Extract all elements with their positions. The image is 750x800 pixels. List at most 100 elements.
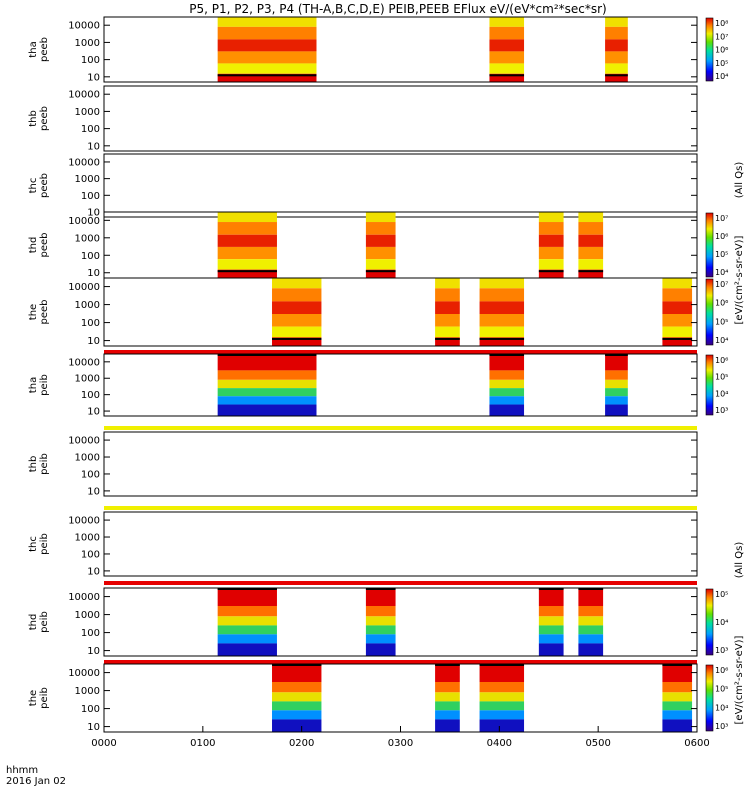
panel-probe-label: thd xyxy=(28,237,39,254)
spectrogram-band xyxy=(365,616,396,626)
spectrogram-band xyxy=(479,710,525,720)
spectrogram-band xyxy=(489,396,525,405)
panel-frame xyxy=(103,85,698,152)
spectrogram-band xyxy=(489,370,525,380)
y-tick-label: 10 xyxy=(87,486,100,497)
panel-thb_peib: 10 100 1000 10000 thb peib xyxy=(28,431,698,510)
spectrogram-band xyxy=(538,588,564,606)
y-tick-label: 100 xyxy=(81,628,100,639)
spectrogram-band xyxy=(272,326,322,338)
spectrogram-band xyxy=(578,634,604,644)
spectrogram-band xyxy=(217,234,277,247)
spectrogram-band xyxy=(605,404,628,416)
spectrogram-band xyxy=(538,625,564,635)
y-tick-label: 10 xyxy=(87,407,100,418)
status-bar xyxy=(104,581,697,585)
spectrogram-band xyxy=(435,719,460,732)
y-tick-label: 1000 xyxy=(75,374,100,385)
spectrogram-band xyxy=(489,63,525,74)
spectrogram-band xyxy=(479,278,525,289)
spectrogram-band xyxy=(578,588,604,606)
panel-instrument-label: peib xyxy=(39,374,50,396)
spectrogram-band xyxy=(435,288,460,302)
colorbar-tick-label: 10⁸ xyxy=(715,19,728,28)
spectrogram-band xyxy=(272,701,322,711)
panel-frame xyxy=(103,431,698,497)
panel-probe-label: thc xyxy=(28,178,39,194)
panel-frame xyxy=(103,211,698,279)
y-tick-label: 100 xyxy=(81,191,100,202)
interval-cap-line xyxy=(479,664,525,666)
spectrogram-interval xyxy=(489,17,525,82)
colorbar-tick-label: 10⁵ xyxy=(715,59,728,68)
spectrogram-band xyxy=(217,26,317,40)
panel-frame xyxy=(103,587,698,657)
spectrogram-band xyxy=(578,222,604,235)
spectrogram-band xyxy=(479,337,525,346)
spectrogram-band xyxy=(217,634,277,644)
y-tick-label: 100 xyxy=(81,469,100,480)
spectrogram-band xyxy=(489,39,525,52)
spectrogram-band xyxy=(489,404,525,416)
spectrogram-band xyxy=(479,313,525,327)
colorbar-tick-label: 10³ xyxy=(715,722,728,731)
spectrogram-band xyxy=(662,664,693,682)
spacecraft-potential-line xyxy=(538,270,564,273)
y-tick-label: 10000 xyxy=(68,157,100,168)
spectrogram-band xyxy=(479,719,525,732)
spectrogram-band xyxy=(217,222,277,235)
spectrogram-band xyxy=(435,710,460,720)
interval-cap-line xyxy=(605,354,628,356)
spectrogram-band xyxy=(435,301,460,314)
status-bar xyxy=(104,506,697,510)
spectrogram-band xyxy=(538,634,564,644)
colorbar-tick-label: 10⁵ xyxy=(715,317,728,326)
panel-thd_peeb: 10 100 1000 10000 thd peeb 10⁷ 10⁶ 10⁵ 10⁴ xyxy=(28,211,728,279)
y-tick-label: 1000 xyxy=(75,174,100,185)
spectrogram-interval xyxy=(662,278,693,346)
spectrogram-band xyxy=(662,301,693,314)
panel-thd_peib: 10 100 1000 10000 thd peib 10⁵ 10⁴ 10³ xyxy=(28,587,728,664)
spectrogram-band xyxy=(538,234,564,247)
spectrogram-band xyxy=(605,370,628,380)
panel-instrument-label: peeb xyxy=(39,37,50,62)
spectrogram-band xyxy=(538,259,564,270)
spectrogram-band xyxy=(272,664,322,682)
spectrogram-interval xyxy=(489,354,525,416)
colorbar-tick-label: 10⁴ xyxy=(715,703,728,712)
y-tick-label: 10 xyxy=(87,722,100,733)
spectrogram-band xyxy=(365,246,396,260)
spectrogram-band xyxy=(479,301,525,314)
y-tick-label: 1000 xyxy=(75,233,100,244)
y-tick-label: 10 xyxy=(87,268,100,279)
x-tick-label: 0000 xyxy=(91,738,116,749)
interval-cap-line xyxy=(489,354,525,356)
spectrogram-band xyxy=(605,17,628,27)
panel-tha_peeb: 10 100 1000 10000 tha peeb 10⁸ 10⁷ 10⁶ 10⁵ 10⁴ xyxy=(28,16,728,83)
spectrogram-interval xyxy=(479,664,525,732)
spectrogram-band xyxy=(479,326,525,338)
colorbar-tick-label: 10⁷ xyxy=(715,32,728,41)
spectrogram-band xyxy=(365,259,396,270)
spectrogram-band xyxy=(662,719,693,732)
spectrogram-band xyxy=(217,246,277,260)
spectrogram-interval xyxy=(435,664,460,732)
y-tick-label: 100 xyxy=(81,124,100,135)
spectrogram-band xyxy=(272,288,322,302)
spectrogram-band xyxy=(662,701,693,711)
spectrogram-band xyxy=(435,337,460,346)
panel-frame xyxy=(103,353,698,417)
spacecraft-potential-line xyxy=(217,270,277,273)
spectrogram-interval xyxy=(605,17,628,82)
spectrogram-band xyxy=(538,616,564,626)
y-tick-label: 10000 xyxy=(68,436,100,447)
spectrogram-band xyxy=(479,288,525,302)
y-tick-label: 10 xyxy=(87,646,100,657)
spectrogram-interval xyxy=(479,278,525,346)
spacecraft-potential-line xyxy=(578,270,604,273)
spectrogram-interval xyxy=(217,588,277,656)
spectrogram-band xyxy=(272,313,322,327)
colorbar-tick-label: 10⁶ xyxy=(715,666,728,675)
status-bar xyxy=(104,426,697,430)
